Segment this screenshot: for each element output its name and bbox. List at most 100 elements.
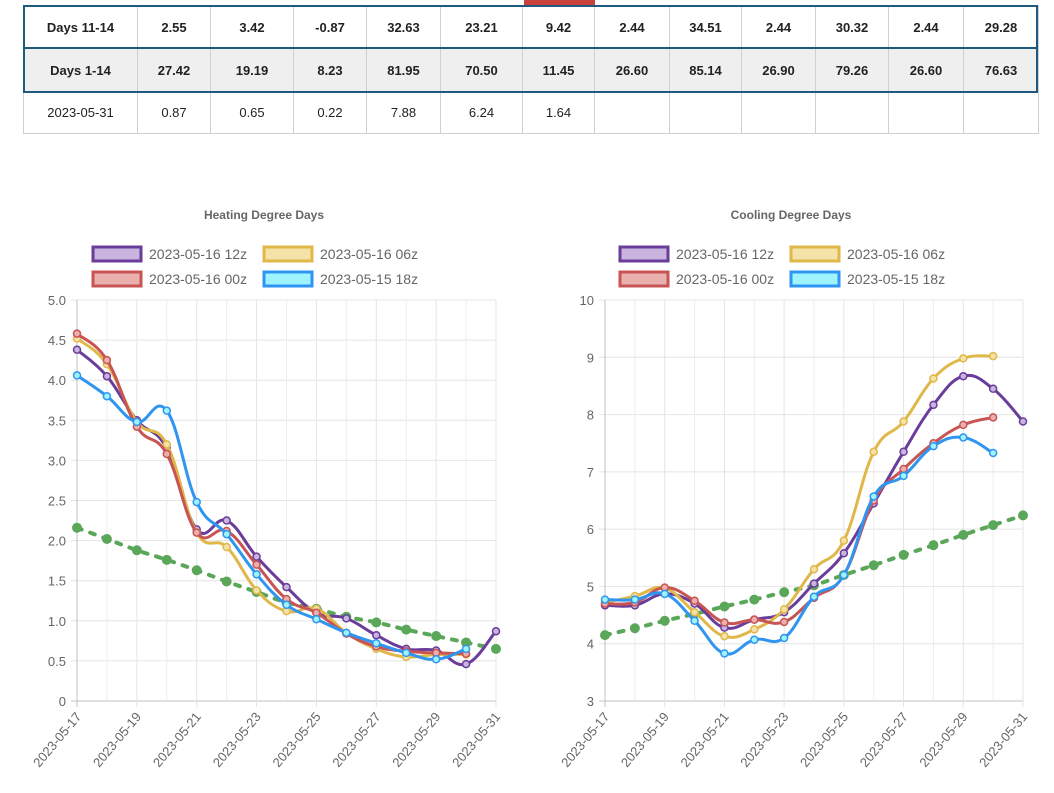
cooling-degree-days-chart: Cooling Degree Days 2023-05-16 12z 2023-05… — [558, 208, 1030, 770]
data-point — [839, 570, 849, 580]
data-point — [750, 635, 759, 644]
data-point — [899, 447, 908, 457]
data-point — [690, 616, 699, 626]
data-point — [839, 536, 849, 545]
table-cell: 0.87 — [137, 91, 211, 134]
x-tick-label: 2023-05-19 — [618, 709, 672, 770]
table-cell: 85.14 — [669, 48, 742, 92]
x-tick-label: 2023-05-27 — [329, 709, 383, 770]
trend-point — [928, 540, 939, 551]
data-point — [869, 492, 878, 501]
y-tick-label: 3.5 — [48, 413, 66, 428]
x-tick-label: 2023-05-25 — [269, 709, 323, 770]
data-point — [929, 374, 938, 383]
legend-swatch — [789, 245, 841, 263]
trend-point — [1018, 510, 1028, 521]
row-label: Days 1-14 — [23, 48, 138, 92]
data-point — [431, 655, 441, 664]
x-tick-label: 2023-05-25 — [797, 709, 851, 770]
data-point — [401, 648, 411, 658]
trend-point — [779, 587, 790, 598]
data-point — [750, 615, 759, 624]
table-cell: 32.63 — [366, 5, 441, 49]
data-point — [600, 595, 610, 604]
legend-swatch — [262, 270, 314, 288]
data-point — [312, 614, 321, 624]
trend-point — [401, 624, 412, 635]
data-point — [491, 626, 501, 636]
legend-label: 2023-05-16 00z — [676, 271, 774, 287]
y-tick-label: 5 — [587, 579, 594, 594]
table-cell: 2.44 — [741, 5, 816, 49]
heating-degree-days-chart: Heating Degree Days 2023-05-16 12z 2023-05… — [30, 208, 503, 770]
trend-point — [898, 549, 909, 560]
y-tick-label: 4.0 — [48, 373, 66, 388]
data-point — [809, 579, 819, 588]
data-point — [162, 440, 172, 449]
y-tick-label: 3.0 — [48, 453, 66, 468]
table-cell: 70.50 — [440, 48, 523, 92]
table-cell: 1.64 — [522, 91, 595, 134]
table-cell: 79.26 — [815, 48, 889, 92]
data-point — [809, 592, 819, 601]
data-point — [720, 618, 729, 627]
trend-point — [191, 565, 202, 576]
trend-point — [131, 545, 142, 556]
table-cell — [741, 91, 816, 134]
legend-swatch — [789, 270, 841, 288]
data-point — [1018, 417, 1028, 426]
data-point — [342, 614, 351, 623]
data-point — [222, 516, 231, 525]
legend-label: 2023-05-16 06z — [320, 246, 418, 262]
data-point — [630, 595, 640, 604]
y-tick-label: 7 — [587, 465, 594, 480]
legend-item: 2023-05-16 12z — [618, 245, 774, 263]
data-point — [461, 644, 471, 654]
legend-swatch — [618, 270, 670, 288]
table-cell: 2.44 — [888, 5, 964, 49]
y-tick-label: 1.0 — [48, 614, 66, 629]
trend-point — [988, 520, 999, 531]
trend-point — [72, 522, 82, 533]
y-tick-label: 3 — [587, 694, 594, 709]
table-cell: 0.22 — [293, 91, 367, 134]
table-cell: 19.19 — [210, 48, 294, 92]
y-tick-label: 0.5 — [48, 654, 66, 669]
trend-point — [629, 623, 640, 634]
table-cell: 0.65 — [210, 91, 294, 134]
chart-title: Heating Degree Days — [204, 208, 324, 222]
table-cell: 26.90 — [741, 48, 816, 92]
x-tick-label: 2023-05-23 — [737, 709, 791, 770]
legend-label: 2023-05-15 18z — [320, 271, 418, 287]
x-tick-label: 2023-05-23 — [210, 709, 264, 770]
legend-item: 2023-05-15 18z — [262, 270, 418, 288]
row-label: Days 11-14 — [23, 5, 138, 49]
data-point — [929, 441, 938, 451]
data-point — [959, 420, 968, 430]
data-point — [252, 560, 261, 569]
trend-point — [749, 594, 760, 605]
data-point — [839, 548, 849, 558]
data-point — [222, 529, 231, 539]
trend-point — [659, 615, 670, 626]
data-point — [252, 552, 261, 561]
data-point — [750, 625, 759, 634]
x-tick-label: 2023-05-29 — [389, 709, 443, 770]
data-point — [929, 400, 938, 410]
x-tick-label: 2023-05-21 — [677, 709, 731, 770]
y-tick-label: 1.5 — [48, 574, 66, 589]
series-line — [75, 337, 468, 659]
data-point — [192, 497, 201, 507]
trend-point — [371, 617, 382, 628]
legend-item: 2023-05-16 06z — [789, 245, 945, 263]
legend-item: 2023-05-15 18z — [789, 270, 945, 288]
data-point — [372, 630, 381, 640]
table-cell: -0.87 — [293, 5, 367, 49]
data-point — [660, 589, 669, 599]
series-line — [603, 435, 995, 656]
series-line — [603, 354, 995, 639]
data-point — [988, 384, 998, 394]
data-point — [779, 617, 789, 627]
data-point — [959, 371, 968, 381]
data-point — [461, 659, 471, 669]
